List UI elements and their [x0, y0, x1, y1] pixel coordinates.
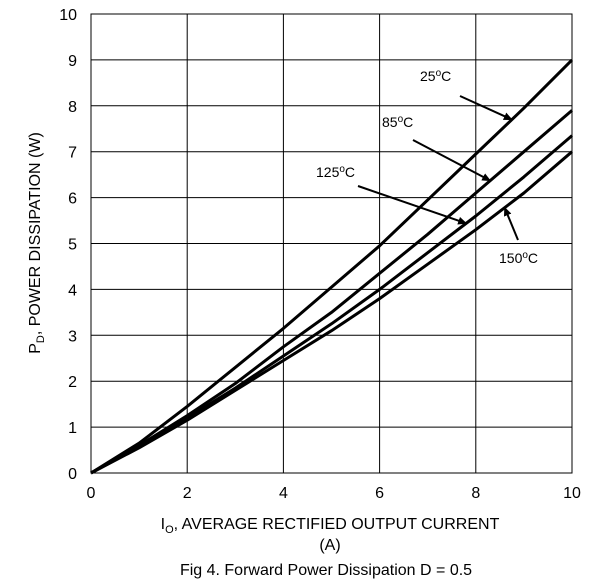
series-line-125C [90, 134, 573, 475]
x-tick-label-10: 10 [563, 485, 581, 502]
series-line-85C [90, 109, 573, 475]
x-axis-title: IO, AVERAGE RECTIFIED OUTPUT CURRENT [161, 516, 500, 536]
figure-caption: Fig 4. Forward Power Dissipation D = 0.5 [180, 562, 472, 579]
annotation-arrow-85C [412, 139, 492, 182]
annotation-arrow-150C [503, 206, 519, 241]
y-tick-label-8: 8 [68, 99, 77, 116]
series-lines [90, 58, 574, 475]
series-line-25C [90, 58, 574, 475]
series-line-150C [90, 150, 573, 475]
x-tick-label-8: 8 [471, 485, 480, 502]
y-tick-label-7: 7 [68, 145, 77, 162]
plot-frame [90, 13, 573, 474]
y-tick-label-5: 5 [68, 237, 77, 254]
x-tick-label-4: 4 [279, 485, 288, 502]
y-axis-title: PD, POWER DISSIPATION (W) [27, 132, 47, 354]
y-tick-label-0: 0 [68, 466, 77, 483]
series-label-125C: 125oC [316, 164, 355, 180]
y-tick-label-3: 3 [68, 328, 77, 345]
x-tick-label-2: 2 [183, 485, 192, 502]
y-tick-label-9: 9 [68, 53, 77, 70]
series-label-150C: 150oC [499, 250, 538, 266]
annotation-arrow-25C [459, 95, 513, 121]
x-tick-label-0: 0 [87, 485, 96, 502]
y-tick-label-10: 10 [59, 7, 77, 24]
x-axis-unit: (A) [319, 537, 340, 554]
y-tick-label-6: 6 [68, 191, 77, 208]
y-tick-label-4: 4 [68, 282, 77, 299]
tick-labels: 0 2 4 6 8 10 0 1 2 3 4 5 6 7 8 9 10 [59, 7, 581, 502]
y-tick-label-2: 2 [68, 374, 77, 391]
series-label-25C: 25oC [420, 68, 451, 84]
annotation-arrow-125C [357, 185, 468, 225]
series-annotations: 25oC 85oC 125oC 150oC [316, 68, 538, 266]
series-label-85C: 85oC [382, 114, 413, 130]
x-tick-label-6: 6 [375, 485, 384, 502]
y-tick-label-1: 1 [68, 420, 77, 437]
